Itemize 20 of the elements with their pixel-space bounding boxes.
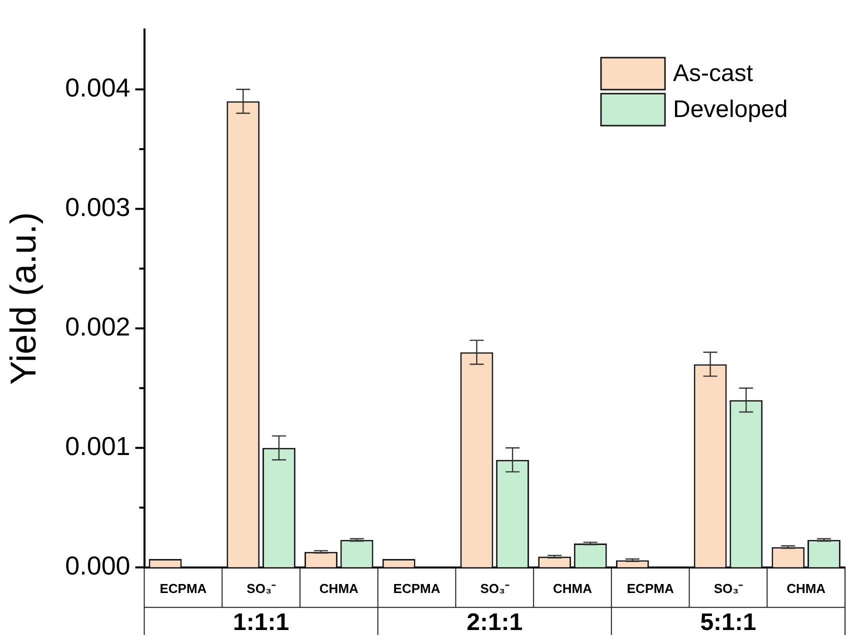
text: 5:1:1 <box>700 608 756 636</box>
text: 1:1:1 <box>233 608 290 636</box>
x-tick-label: ECPMA <box>626 580 674 596</box>
y-axis-title: Yield (a.u.) <box>2 212 44 385</box>
x-tick-label: CHMA <box>552 580 593 596</box>
x-tick-label: ECPMA <box>393 580 441 596</box>
legend-label: Developed <box>673 96 788 124</box>
legend-label: As-cast <box>673 60 754 88</box>
y-tick-label: 0.004 <box>65 72 130 103</box>
x-tick-label: CHMA <box>319 580 360 596</box>
y-tick-label: 0.000 <box>65 550 130 581</box>
y-tick-label: 0.001 <box>65 431 130 462</box>
text: 2:1:1 <box>466 608 523 636</box>
x-tick-label: ECPMA <box>160 580 208 596</box>
x-tick-label: SO₃⁻ <box>714 580 744 596</box>
y-tick-label: 0.002 <box>65 312 130 342</box>
x-tick-label: CHMA <box>786 580 826 596</box>
x-tick-label: SO₃⁻ <box>246 580 276 596</box>
x-tick-label: SO₃⁻ <box>480 580 510 596</box>
y-tick-label: 0.003 <box>65 192 130 222</box>
